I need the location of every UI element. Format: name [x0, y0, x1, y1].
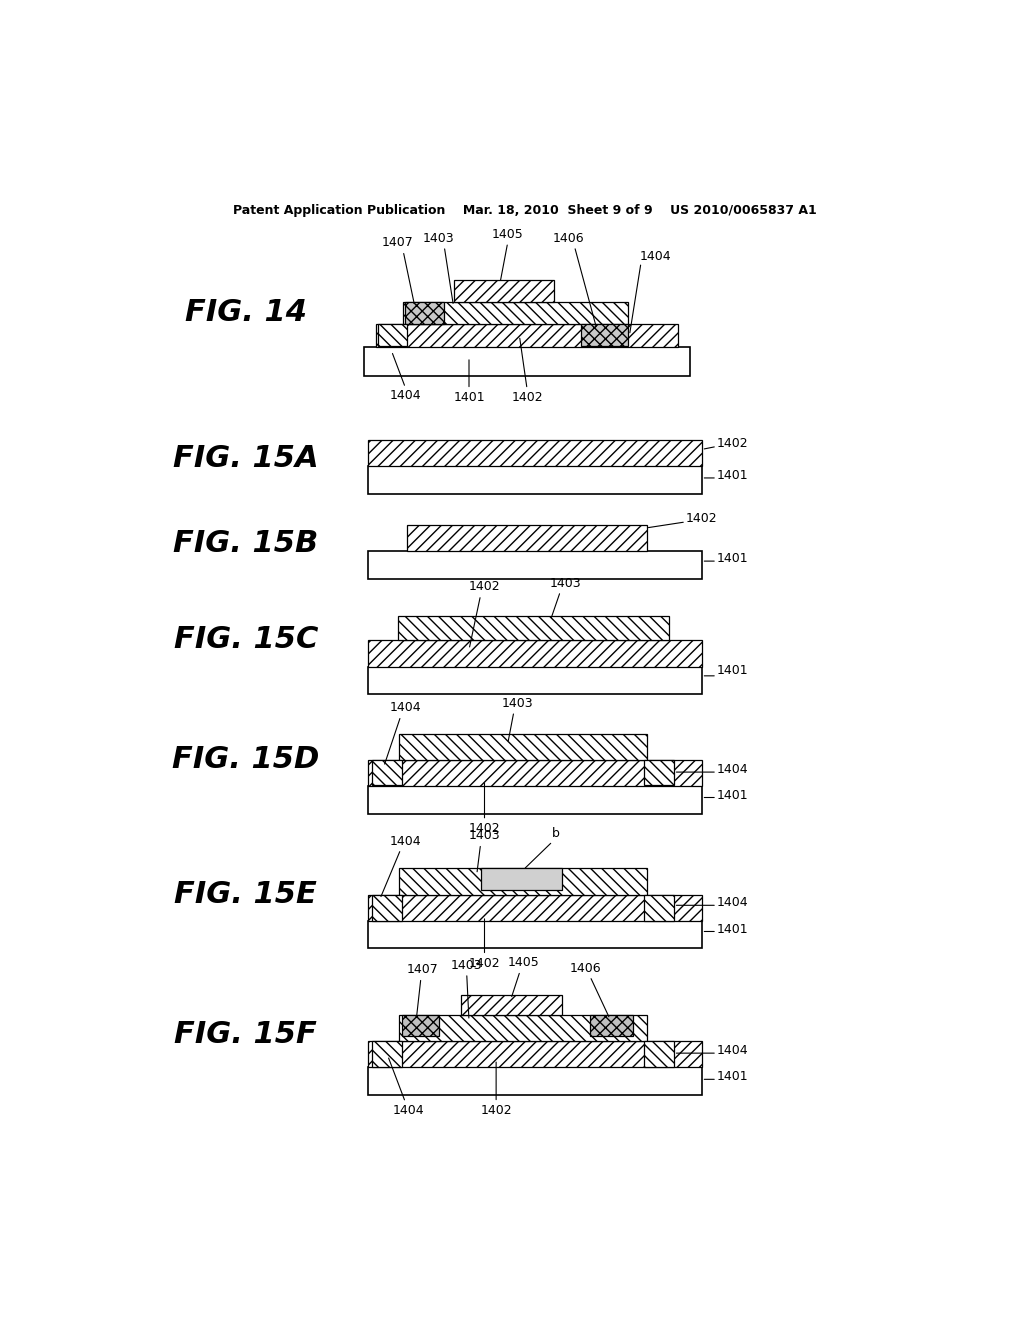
Text: 1402: 1402	[686, 512, 718, 525]
Text: 1403: 1403	[502, 697, 534, 710]
Text: 1404: 1404	[390, 701, 421, 714]
Text: 1402: 1402	[469, 822, 501, 836]
Bar	[454, 280, 554, 302]
Bar	[369, 921, 701, 948]
Bar	[403, 302, 628, 323]
Text: 1401: 1401	[454, 391, 484, 404]
Text: FIG. 15D: FIG. 15D	[172, 744, 319, 774]
Text: 1403: 1403	[469, 829, 501, 842]
Bar	[644, 1040, 674, 1067]
Text: FIG. 14: FIG. 14	[184, 298, 307, 327]
Bar	[369, 895, 701, 921]
Bar	[372, 1040, 401, 1067]
Text: 1404: 1404	[717, 1044, 749, 1056]
Text: 1402: 1402	[511, 391, 543, 404]
Text: 1403: 1403	[451, 958, 482, 972]
Bar	[590, 1015, 633, 1036]
Bar	[399, 1015, 647, 1040]
Text: 1401: 1401	[717, 789, 749, 803]
Bar	[480, 869, 562, 890]
Bar	[399, 734, 647, 760]
Text: 1401: 1401	[717, 552, 749, 565]
Bar	[365, 347, 690, 376]
Text: 1403: 1403	[550, 577, 582, 590]
Text: 1402: 1402	[480, 1104, 512, 1117]
Text: 1402: 1402	[469, 957, 501, 970]
Bar	[406, 302, 444, 323]
Bar	[369, 1040, 701, 1067]
Text: FIG. 15A: FIG. 15A	[173, 445, 318, 473]
Text: 1403: 1403	[422, 231, 454, 244]
Bar	[461, 995, 562, 1015]
Bar	[582, 323, 628, 346]
Bar	[369, 441, 701, 466]
Text: 1401: 1401	[717, 1069, 749, 1082]
Bar	[369, 640, 701, 667]
Text: FIG. 15E: FIG. 15E	[174, 880, 317, 909]
Bar	[378, 323, 407, 346]
Bar	[372, 760, 401, 785]
Text: FIG. 15F: FIG. 15F	[174, 1020, 317, 1049]
Text: 1401: 1401	[717, 924, 749, 936]
Text: 1406: 1406	[552, 231, 584, 244]
Bar	[401, 1015, 438, 1036]
Text: 1402: 1402	[717, 437, 749, 450]
Bar	[369, 552, 701, 578]
Bar	[397, 615, 669, 640]
Text: Patent Application Publication    Mar. 18, 2010  Sheet 9 of 9    US 2010/0065837: Patent Application Publication Mar. 18, …	[232, 205, 817, 218]
Bar	[376, 323, 678, 347]
Text: 1401: 1401	[717, 469, 749, 482]
Text: 1407: 1407	[407, 964, 438, 977]
Bar	[369, 466, 701, 494]
Bar	[372, 895, 401, 921]
Text: b: b	[552, 826, 560, 840]
Bar	[644, 895, 674, 921]
Text: 1405: 1405	[492, 228, 523, 240]
Text: 1404: 1404	[390, 834, 421, 847]
Text: 1402: 1402	[469, 581, 501, 594]
Text: 1407: 1407	[382, 236, 414, 249]
Text: 1406: 1406	[569, 961, 601, 974]
Text: 1404: 1404	[393, 1104, 424, 1117]
Text: FIG. 15B: FIG. 15B	[173, 529, 318, 558]
Bar	[644, 760, 674, 785]
Bar	[407, 525, 647, 552]
Bar	[369, 667, 701, 694]
Text: FIG. 15C: FIG. 15C	[174, 626, 318, 655]
Text: 1404: 1404	[717, 896, 749, 908]
Text: 1404: 1404	[717, 763, 749, 776]
Bar	[369, 760, 701, 785]
Text: 1401: 1401	[717, 664, 749, 677]
Bar	[369, 785, 701, 813]
Bar	[369, 1067, 701, 1094]
Bar	[399, 869, 647, 895]
Text: 1405: 1405	[507, 956, 539, 969]
Text: 1404: 1404	[390, 389, 421, 403]
Text: 1404: 1404	[640, 251, 671, 264]
